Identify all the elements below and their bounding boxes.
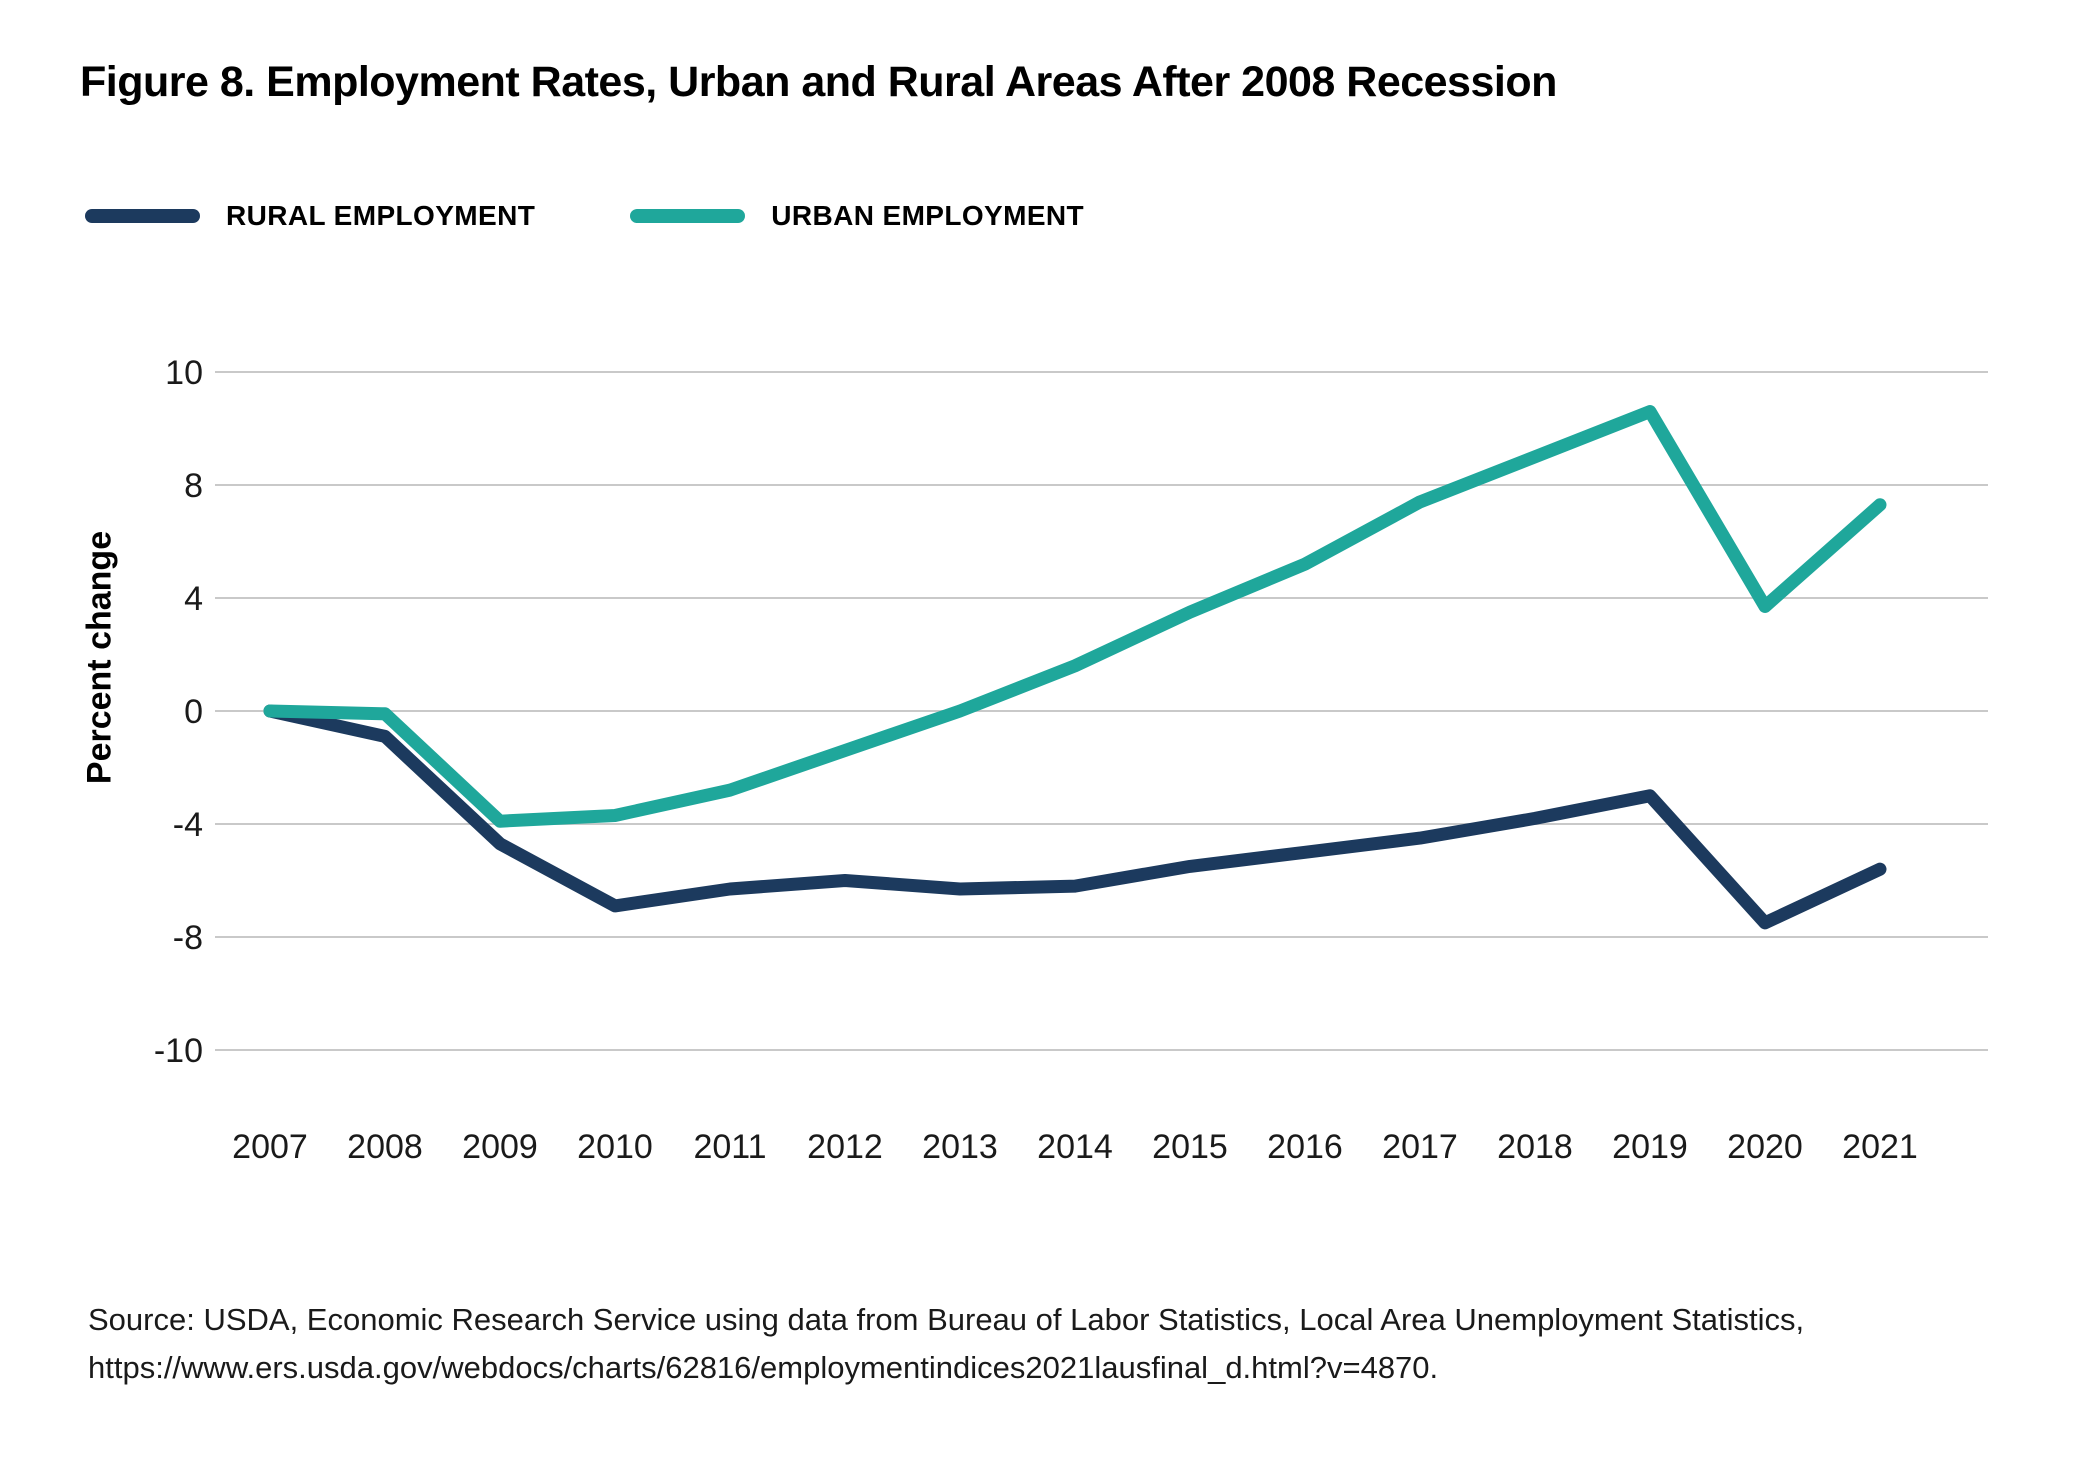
chart-title: Figure 8. Employment Rates, Urban and Ru… bbox=[80, 58, 1557, 106]
x-tick-label: 2013 bbox=[922, 1128, 998, 1166]
source-line-2: https://www.ers.usda.gov/webdocs/charts/… bbox=[88, 1350, 1439, 1386]
legend: RURAL EMPLOYMENT URBAN EMPLOYMENT bbox=[85, 200, 1084, 232]
x-tick-label: 2007 bbox=[232, 1128, 308, 1166]
x-tick-label: 2015 bbox=[1152, 1128, 1228, 1166]
x-tick-label: 2018 bbox=[1497, 1128, 1573, 1166]
legend-item-rural: RURAL EMPLOYMENT bbox=[85, 200, 535, 232]
y-tick-label: -8 bbox=[173, 919, 203, 957]
urban-line-swatch bbox=[630, 209, 746, 223]
x-tick-label: 2020 bbox=[1727, 1128, 1803, 1166]
source-note: Source: USDA, Economic Research Service … bbox=[88, 1296, 1804, 1392]
y-tick-label: 8 bbox=[184, 467, 203, 505]
x-tick-label: 2008 bbox=[347, 1128, 423, 1166]
legend-label-urban: URBAN EMPLOYMENT bbox=[771, 200, 1085, 231]
x-tick-label: 2019 bbox=[1612, 1128, 1688, 1166]
y-tick-label: -4 bbox=[173, 806, 203, 844]
x-tick-label: 2010 bbox=[577, 1128, 653, 1166]
x-tick-label: 2012 bbox=[807, 1128, 883, 1166]
x-tick-label: 2009 bbox=[462, 1128, 538, 1166]
x-tick-label: 2017 bbox=[1382, 1128, 1458, 1166]
x-tick-label: 2011 bbox=[693, 1128, 766, 1166]
x-tick-label: 2021 bbox=[1842, 1128, 1918, 1166]
legend-item-urban: URBAN EMPLOYMENT bbox=[630, 200, 1084, 232]
y-tick-label: 10 bbox=[165, 354, 203, 392]
legend-label-rural: RURAL EMPLOYMENT bbox=[226, 200, 536, 231]
rural-line-swatch bbox=[85, 209, 200, 223]
y-tick-label: 4 bbox=[184, 580, 203, 618]
series-line-urban bbox=[263, 405, 1887, 828]
series-line-rural bbox=[263, 704, 1887, 930]
x-tick-label: 2014 bbox=[1037, 1128, 1113, 1166]
y-tick-label: 0 bbox=[184, 693, 203, 731]
y-tick-label: -10 bbox=[154, 1032, 203, 1070]
x-tick-label: 2016 bbox=[1267, 1128, 1343, 1166]
source-line-1: Source: USDA, Economic Research Service … bbox=[88, 1302, 1805, 1337]
